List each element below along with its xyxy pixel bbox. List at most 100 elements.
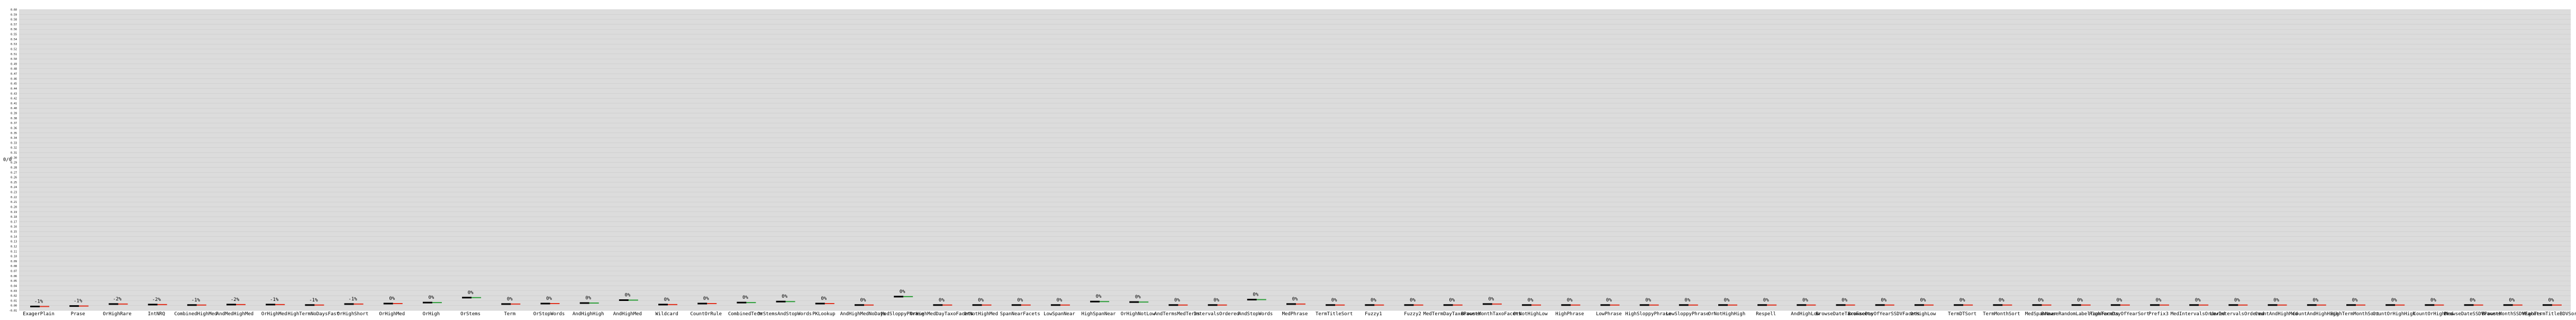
- y-tick-label: 0.36: [11, 127, 17, 130]
- x-tick-label: LowSloppyPhrase: [1666, 312, 1709, 317]
- x-tick-label: OrHighLow: [1910, 312, 1936, 317]
- y-tick-label: 0.30: [11, 156, 17, 159]
- y-tick-label: 0.23: [11, 191, 17, 194]
- y-tick-label: 0.56: [11, 28, 17, 31]
- y-tick-label: 0.20: [11, 206, 17, 209]
- y-tick-label: 0.13: [11, 241, 17, 244]
- data-label: 0%: [2548, 298, 2554, 303]
- x-tick-label: Term: [504, 312, 515, 317]
- data-label: -2%: [113, 297, 122, 302]
- data-label: -1%: [348, 297, 357, 302]
- x-tick-label: HighSloppyPhrase: [1625, 312, 1671, 317]
- data-label: -1%: [74, 299, 83, 304]
- x-tick-label: AndTermsMedTerms: [1154, 312, 1200, 317]
- data-label: 0%: [1920, 298, 1926, 303]
- y-tick-label: 0.43: [11, 92, 17, 95]
- x-tick-label: ExagerPlain: [23, 312, 55, 317]
- x-tick-label: TermTitleSort: [1316, 312, 1353, 317]
- data-label: 0%: [2116, 298, 2122, 303]
- y-tick-label: 0.10: [11, 255, 17, 259]
- data-label: 0%: [1763, 298, 1769, 303]
- x-tick-label: OrHighShort: [337, 312, 369, 317]
- x-tick-label: OrHighMed: [379, 312, 405, 317]
- data-label: 0%: [2077, 298, 2083, 303]
- x-tick-label: HighPhrase: [1555, 312, 1584, 317]
- x-tick-label: HighTermDayOfYearSort: [2089, 312, 2149, 317]
- data-label: 0%: [1842, 298, 1847, 303]
- x-tick-label: CountAndHighMed: [2255, 312, 2298, 317]
- data-label: 0%: [1999, 298, 2004, 303]
- y-tick-label: 0.42: [11, 97, 17, 101]
- x-tick-label: Wildcard: [655, 312, 678, 317]
- data-label: 0%: [2391, 298, 2397, 303]
- data-label: 0%: [900, 289, 905, 295]
- data-label: 0%: [1410, 298, 1416, 303]
- data-label: 0%: [2509, 298, 2515, 303]
- y-tick-label: 0.59: [11, 13, 17, 16]
- data-label: 0%: [1331, 298, 1337, 303]
- data-label: 0%: [585, 296, 591, 301]
- y-tick-label: 0.01: [11, 299, 17, 303]
- y-tick-label: 0.53: [11, 43, 17, 46]
- y-tick-label: 0.22: [11, 196, 17, 199]
- data-label: 0%: [978, 298, 984, 303]
- data-label: 0%: [860, 298, 866, 303]
- data-label: -1%: [309, 298, 318, 303]
- x-tick-label: AndStopWords: [1238, 312, 1273, 317]
- data-label: 0%: [389, 296, 395, 301]
- x-tick-label: IntervalsOrdered: [1193, 312, 1239, 317]
- x-tick-label: OrHighRare: [103, 312, 131, 317]
- x-tick-label: HighTermTitleBDVSort: [2523, 312, 2576, 317]
- y-tick-label: 0.40: [11, 107, 17, 110]
- y-tick-label: 0.29: [11, 162, 17, 165]
- data-label: 0%: [1213, 298, 1219, 303]
- x-tick-label: HighSpanNear: [1082, 312, 1117, 317]
- y-tick-label: 0.31: [11, 152, 17, 155]
- y-tick-label: 0.18: [11, 216, 17, 219]
- y-tick-label: 0.46: [11, 77, 17, 81]
- y-tick-label: 0.24: [11, 186, 17, 189]
- x-tick-label: Fuzzy1: [1365, 312, 1382, 317]
- y-tick-label: 0.58: [11, 19, 17, 22]
- data-label: 0%: [1449, 298, 1455, 303]
- x-tick-label: OrNotHighHigh: [1708, 312, 1745, 317]
- data-label: 0%: [1489, 297, 1494, 302]
- x-tick-label: CountAndHighHigh: [2292, 312, 2338, 317]
- y-tick-label: 0.41: [11, 102, 17, 105]
- data-label: -2%: [152, 297, 161, 303]
- x-tick-label: OrStems: [460, 312, 480, 317]
- y-tick-label: 0.28: [11, 166, 17, 170]
- y-tick-label: 0.08: [11, 265, 17, 268]
- y-tick-label: 0.02: [11, 295, 17, 298]
- x-tick-label: BrowseMonthTaxoFacets: [1461, 312, 1521, 317]
- x-tick-label: OrHighMedDayTaxoFacets: [910, 312, 973, 317]
- x-tick-label: MedTermDayTaxoFacets: [1423, 312, 1481, 317]
- data-label: 0%: [1174, 298, 1180, 303]
- data-label: 0%: [1684, 298, 1690, 303]
- data-label: 0%: [468, 290, 474, 296]
- data-label: 0%: [2195, 298, 2201, 303]
- x-tick-label: MedSloppyPhrase: [881, 312, 924, 317]
- x-tick-label: OrHigh: [423, 312, 440, 317]
- y-tick-label: 0.21: [11, 201, 17, 204]
- data-label: -1%: [192, 298, 201, 303]
- x-tick-label: AndMedHighMed: [216, 312, 253, 317]
- x-tick-label: LowPhrase: [1596, 312, 1622, 317]
- data-label: -2%: [231, 297, 240, 303]
- y-tick-label: 0.14: [11, 235, 17, 238]
- bars: -1% -1% -2% -2% -1% -2% -1% -1% -1% 0% 0% 0% 0% 0% 0% 0…: [30, 289, 2562, 308]
- x-tick-label: TermMonthSort: [1983, 312, 2020, 317]
- y-tick-label: 0.50: [11, 58, 17, 61]
- y-tick-label: 0.15: [11, 230, 17, 234]
- y-tick-label: 0.26: [11, 176, 17, 180]
- data-label: 0%: [546, 296, 552, 301]
- y-tick-label: 0.16: [11, 226, 17, 229]
- y-tick-label: 0.51: [11, 53, 17, 56]
- grid-lines: [19, 9, 2571, 311]
- y-tick-label: 0.60: [11, 8, 17, 12]
- x-tick-label: TermDTSort: [1948, 312, 1976, 317]
- y-tick-label: -0.01: [9, 309, 17, 313]
- y-axis-label: 0/0: [3, 157, 12, 163]
- plot-background: [19, 10, 2571, 310]
